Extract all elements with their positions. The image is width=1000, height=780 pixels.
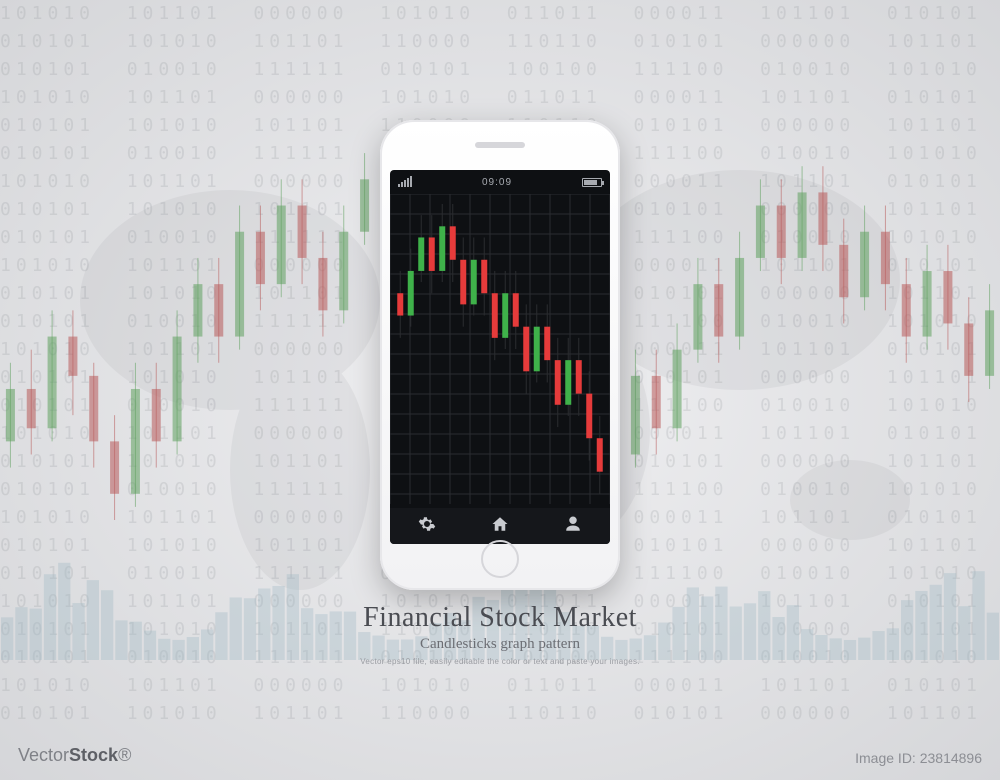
subtitle: Candlesticks graph pattern (360, 636, 640, 653)
app-bottom-nav (390, 508, 610, 544)
title-block: Financial Stock Market Candlesticks grap… (360, 602, 640, 666)
watermark-left: VectorStock® (18, 745, 131, 766)
status-bar: 09:09 (390, 170, 610, 194)
watermark-right: Image ID: 23814896 (855, 750, 982, 766)
phone-screen: 09:09 (390, 170, 610, 544)
caption-tiny: Vector eps10 file, easily editable the c… (360, 657, 640, 666)
user-icon[interactable] (564, 515, 582, 538)
smartphone-frame: 09:09 (380, 120, 620, 590)
battery-icon (582, 178, 602, 187)
signal-icon (398, 177, 412, 187)
gear-icon[interactable] (418, 515, 436, 538)
main-title: Financial Stock Market (360, 602, 640, 634)
status-time: 09:09 (482, 177, 512, 188)
phone-chart (390, 194, 610, 504)
home-icon[interactable] (491, 515, 509, 538)
